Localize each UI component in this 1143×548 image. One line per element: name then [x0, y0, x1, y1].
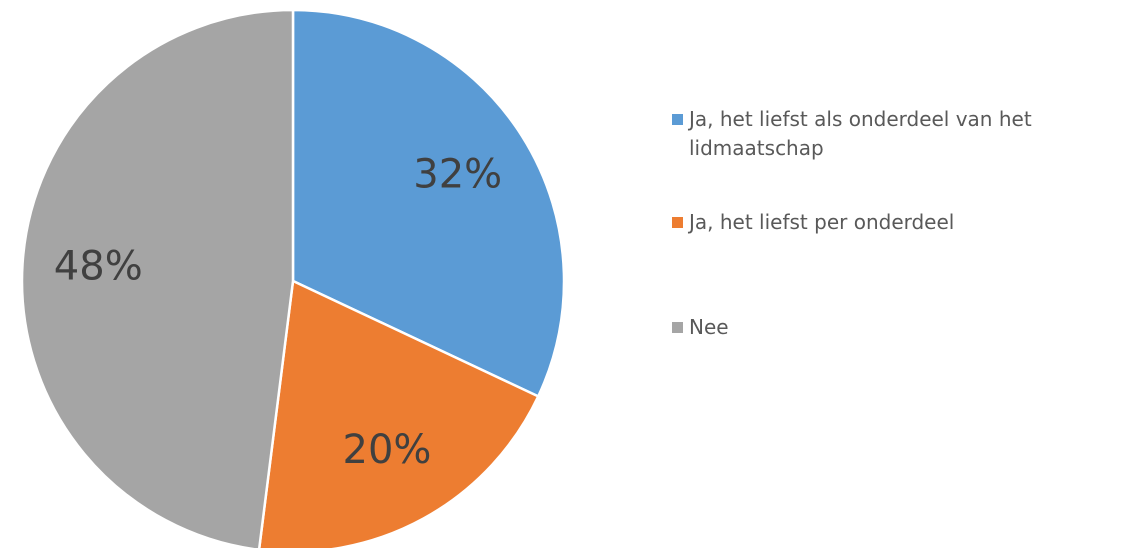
legend-swatch — [672, 322, 683, 333]
legend-item: Nee — [672, 313, 1132, 342]
pie-slice — [258, 279, 540, 548]
legend-swatch — [672, 114, 683, 125]
legend-swatch — [672, 217, 683, 228]
data-label: 20% — [343, 427, 432, 473]
legend-label: Nee — [689, 315, 729, 339]
legend-label: Ja, het liefst als onderdeel van het lid… — [689, 107, 1032, 160]
pie-slice — [20, 8, 295, 548]
data-label: 48% — [54, 244, 143, 290]
data-label: 32% — [413, 151, 502, 197]
legend-label: Ja, het liefst per onderdeel — [689, 210, 955, 234]
legend-item: Ja, het liefst per onderdeel — [672, 208, 1132, 237]
pie-slice — [291, 8, 566, 399]
legend-item: Ja, het liefst als onderdeel van het lid… — [672, 105, 1132, 163]
